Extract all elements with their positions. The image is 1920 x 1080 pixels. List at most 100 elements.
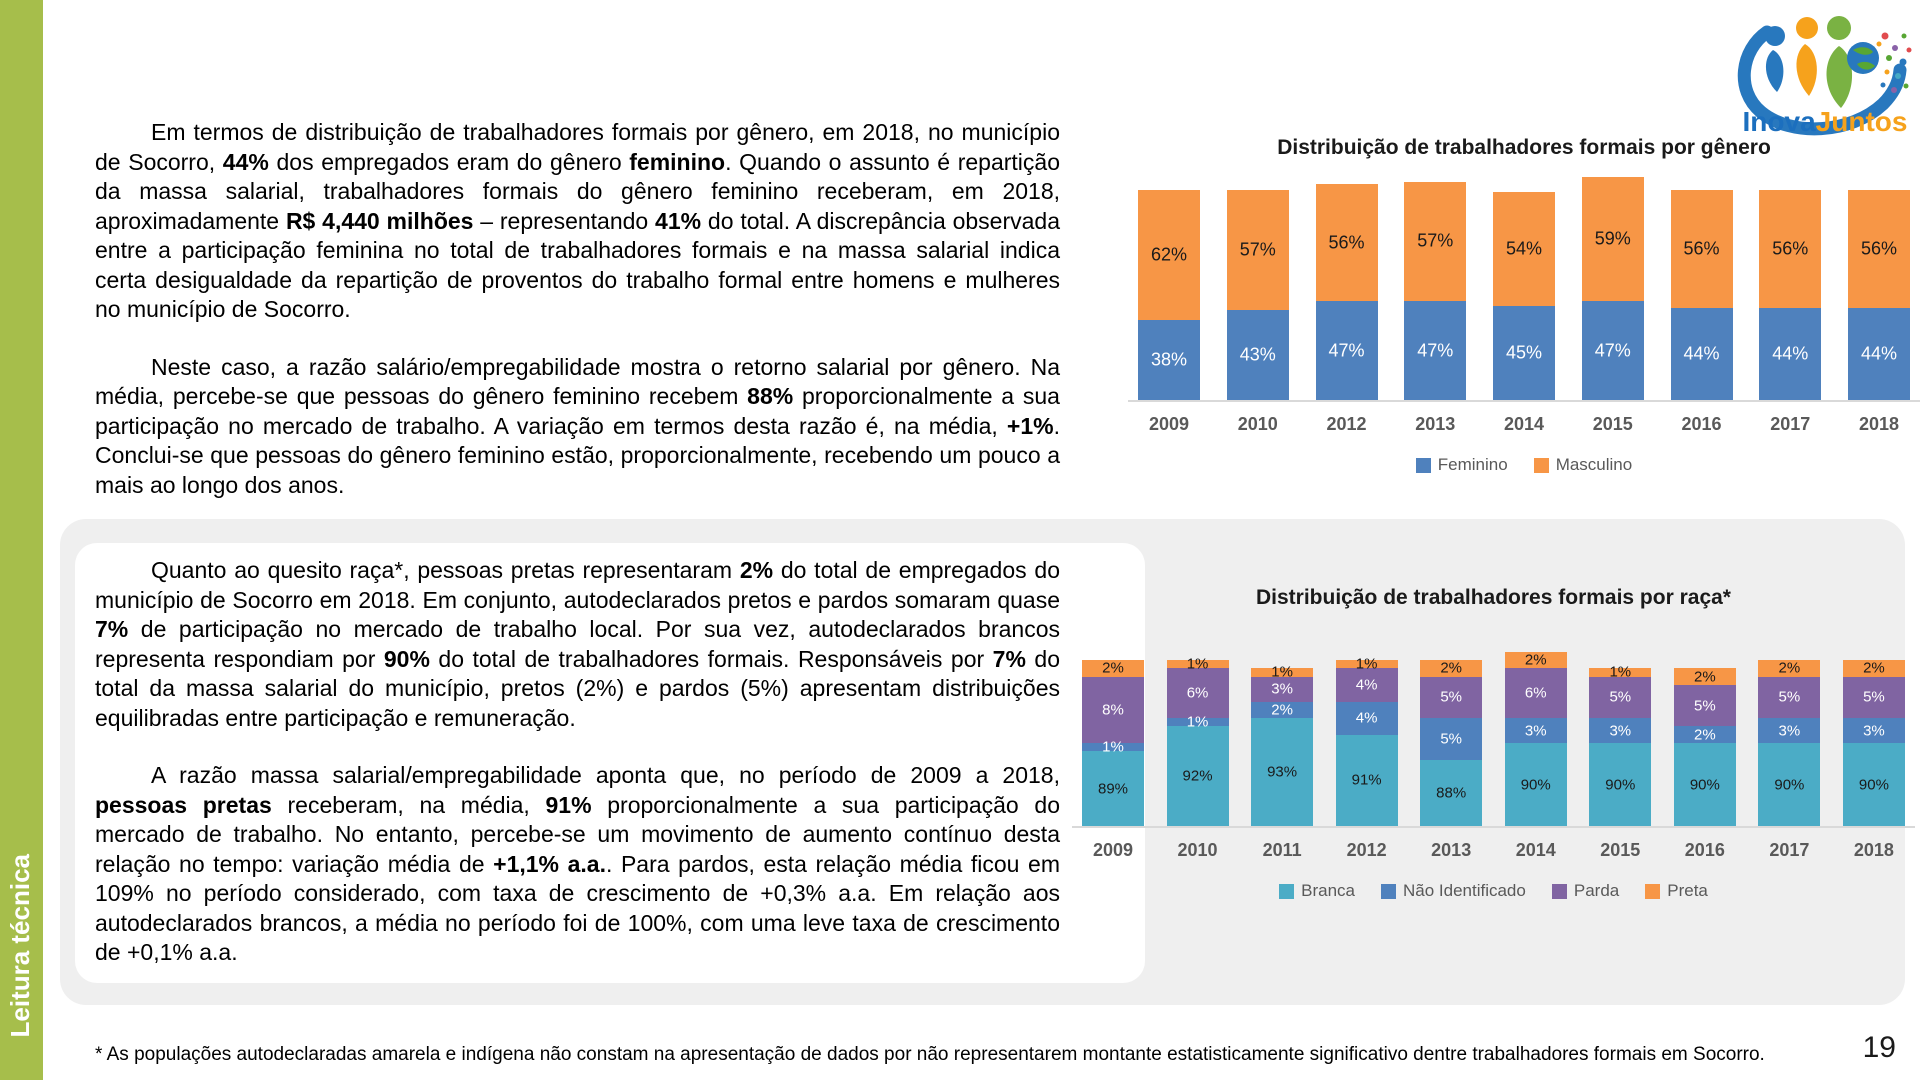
stacked-bar-2013: 57% 47% [1404,181,1467,400]
data-label: 5% [1863,688,1885,706]
chart-legend: Feminino Masculino [1128,455,1920,475]
text-run: Em termos de distribuição de trabalhador… [95,119,1060,175]
stacked-bar-2009: 62% 38% [1138,190,1200,400]
logo-text-juntos: Juntos [1816,106,1908,137]
x-axis-label: 2009 [1148,414,1190,434]
segment-masculino: 56% [1759,190,1822,308]
legend-swatch [1415,457,1431,473]
segment-preta: 2% [1758,660,1821,677]
stacked-bar-2014: 2% 6% 3% 90% [1504,652,1567,826]
logo-person-green-body [1826,46,1853,108]
stacked-bar-2010: 57% 43% [1226,190,1289,400]
segment-branca: 93% [1251,718,1314,826]
data-label: 54% [1505,238,1543,259]
data-label: 90% [1689,776,1720,793]
legend-label: Preta [1667,881,1708,900]
stacked-bar-2015: 59% 47% [1581,177,1644,400]
data-label: 5% [1609,688,1632,706]
data-label: 2% [1102,659,1124,677]
data-label: 47% [1594,340,1631,361]
text-run: receberam, na média, [271,791,546,818]
segment-branca: 90% [1758,743,1821,826]
data-label: 1% [1271,663,1293,681]
stacked-bar-2018: 2% 5% 3% 90% [1842,660,1905,826]
data-label: 47% [1328,340,1365,361]
data-label: 5% [1440,688,1463,706]
data-label: 2% [1778,659,1801,677]
bold-text-run: feminino [629,148,726,175]
data-label: 8% [1102,701,1124,719]
segment-masculino: 62% [1138,190,1200,321]
text-run: de participação no mercado de trabalho l… [95,616,1060,672]
race-distribution-chart: Distribuição de trabalhadores formais po… [1072,583,1915,901]
bold-text-run: +1,1% a.a. [493,850,606,877]
data-label: 1% [1102,738,1124,756]
segment-preta: 1% [1166,656,1229,673]
text-run: Quanto ao quesito raça*, pessoas pretas … [151,557,740,583]
segment-masculino: 56% [1848,190,1910,308]
chart-plot-area: 62% 38% 57% 43% 56% 47% 57% 47% 54% 45% 59% 47% 56% 4… [1128,162,1920,402]
x-axis-label: 2016 [1681,414,1722,434]
data-label: 4% [1355,676,1378,694]
chart-plot-area: 2% 8% 1% 89% 1% 6% 1% 92% 1% 3% 2% 93% 1% 4% 4% 91% 2% 5%… [1072,612,1915,828]
segment-parda: 5% [1673,684,1736,727]
text-run: dos empregados eram do gênero [268,148,630,175]
bold-text-run: 41% [655,207,702,234]
bold-text-run: R$ 4,440 milhões [285,207,474,234]
segment-feminino: 44% [1759,307,1822,400]
segment-branca: 90% [1673,743,1736,826]
segment-feminino: 45% [1493,305,1555,400]
stacked-bar-2010: 1% 6% 1% 92% [1166,656,1229,826]
data-label: 93% [1267,763,1298,781]
bold-text-run: 7% [95,616,129,642]
x-axis-label: 2018 [1858,414,1900,434]
x-axis-label: 2014 [1515,840,1556,860]
paragraph-race-ratio: A razão massa salarial/empregabilidade a… [95,761,1060,968]
data-label: 38% [1150,349,1188,370]
paragraph-gender-ratio: Neste caso, a razão salário/empregabilid… [95,353,1060,501]
data-label: 6% [1186,684,1209,702]
segment-branca: 91% [1335,734,1398,826]
legend-label: Masculino [1555,455,1633,474]
data-label: 90% [1858,776,1889,793]
legend-swatch [1645,883,1661,899]
logo-globe-land [1853,47,1873,55]
legend-label: Não Identificado [1402,881,1526,900]
data-label: 92% [1182,767,1213,785]
chart-title: Distribuição de trabalhadores formais po… [1277,136,1771,159]
stacked-bar-2017: 56% 44% [1759,190,1822,400]
section-label: Leitura técnica [5,854,35,1038]
data-label: 56% [1328,232,1365,253]
stacked-bar-2015: 1% 5% 3% 90% [1589,664,1652,826]
data-label: 44% [1772,343,1809,364]
logo-person-blue-body [1765,50,1784,92]
segment-preta: 2% [1504,652,1567,669]
segment-feminino: 43% [1226,309,1289,400]
segment-não-identificado: 2% [1251,701,1314,718]
data-label: 44% [1683,343,1720,364]
legend-item-preta: Preta [1645,881,1708,901]
bold-text-run: 90% [383,645,430,672]
logo-person-green-head [1827,16,1851,40]
bold-text-run: 7% [992,645,1026,672]
data-label: 56% [1860,238,1898,259]
data-label: 1% [1355,655,1378,673]
text-run: . Conclui-se que pessoas do gênero femin… [95,412,1060,498]
section-sidebar: Leitura técnica [0,0,43,1080]
segment-preta: 2% [1082,660,1144,677]
bold-text-run: 2% [739,557,774,583]
segment-preta: 2% [1420,660,1483,677]
chart-title: Distribuição de trabalhadores formais po… [1256,586,1731,609]
data-label: 5% [1778,688,1801,706]
data-label: 90% [1520,776,1551,793]
data-label: 62% [1150,244,1188,265]
data-label: 47% [1417,340,1454,361]
stacked-bar-2011: 1% 3% 2% 93% [1251,664,1314,826]
segment-feminino: 38% [1138,320,1200,400]
stacked-bar-2012: 1% 4% 4% 91% [1335,656,1398,826]
segment-parda: 8% [1082,676,1144,744]
data-label: 5% [1440,730,1463,748]
stacked-bar-2016: 2% 5% 2% 90% [1673,668,1736,826]
data-label: 6% [1524,684,1547,702]
